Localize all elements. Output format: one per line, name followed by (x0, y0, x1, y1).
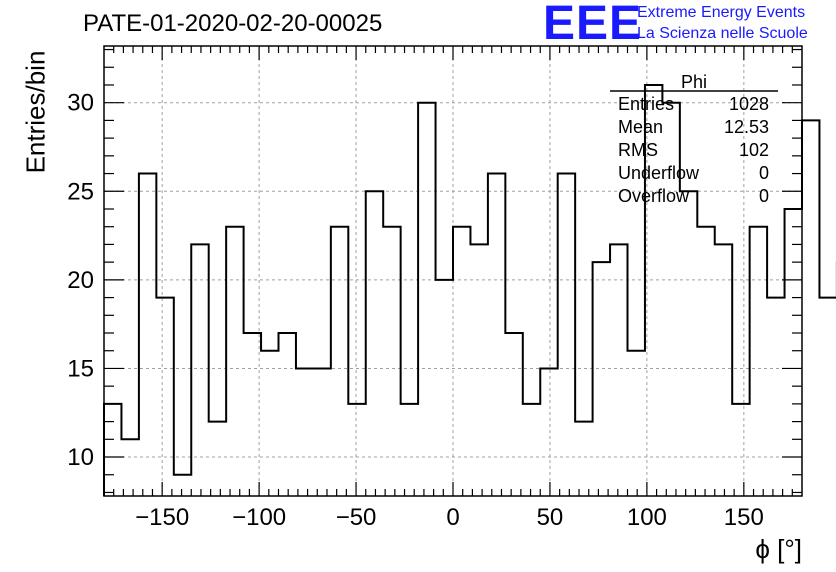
stats-row-label: Underflow (618, 163, 700, 183)
x-tick-label: −150 (135, 504, 189, 531)
x-tick-label: −50 (336, 504, 377, 531)
stats-row-label: RMS (618, 140, 658, 160)
chart-title: PATE-01-2020-02-20-00025 (83, 10, 383, 37)
x-tick-label: −100 (232, 504, 286, 531)
logo-subtitle-line1: Extreme Energy Events (637, 4, 806, 21)
stats-row-label: Overflow (618, 186, 690, 206)
y-tick-label: 10 (67, 444, 94, 471)
y-axis-label: Entries/bin (20, 50, 51, 174)
axis-tick-labels: −150 −100 −50 0 50 100 150 10 15 20 25 30 (67, 90, 764, 531)
stats-row-value: 0 (759, 186, 769, 206)
logo-subtitle-line2: La Scienza nelle Scuole (637, 25, 808, 42)
x-tick-label: 0 (446, 504, 459, 531)
x-tick-label: 50 (537, 504, 564, 531)
x-tick-label: 100 (627, 504, 667, 531)
stats-row-label: Entries (618, 94, 674, 114)
eee-logo: EEE (543, 0, 643, 50)
stats-row-label: Mean (618, 117, 663, 137)
x-axis-label: ϕ [°] (755, 534, 802, 564)
y-tick-label: 15 (67, 355, 94, 382)
plot-frame (103, 45, 803, 497)
x-tick-label: 150 (724, 504, 764, 531)
stats-row-value: 1028 (729, 94, 769, 114)
y-tick-label: 25 (67, 178, 94, 205)
y-tick-label: 20 (67, 267, 94, 294)
stats-box-title: Phi (681, 72, 707, 92)
y-tick-label: 30 (67, 90, 94, 117)
stats-row-value: 0 (759, 163, 769, 183)
stats-row-value: 102 (739, 140, 769, 160)
stats-box: Phi Entries 1028 Mean 12.53 RMS 102 Underflow 0 O… (610, 72, 778, 206)
histogram-outline (103, 83, 836, 496)
axis-ticks (104, 46, 802, 496)
stats-row-value: 12.53 (724, 117, 769, 137)
